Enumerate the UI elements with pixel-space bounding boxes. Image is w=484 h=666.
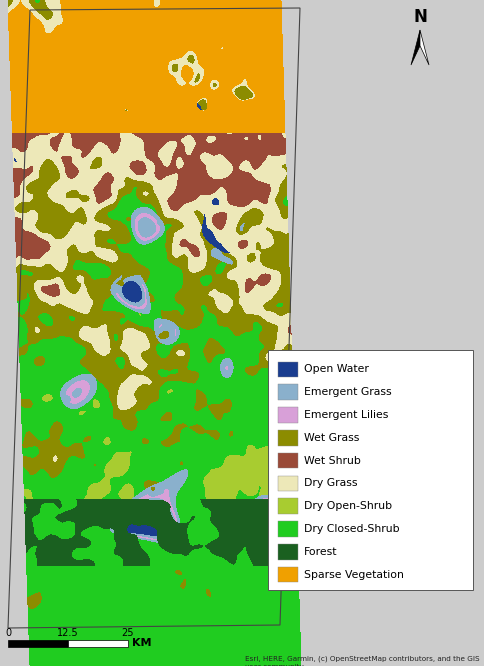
Text: Dry Closed-Shrub: Dry Closed-Shrub [304,524,400,534]
Text: KM: KM [132,639,151,649]
Text: Wet Grass: Wet Grass [304,433,360,443]
Polygon shape [0,80,25,250]
Polygon shape [420,30,429,65]
Bar [278,384,298,400]
Bar [278,567,298,582]
Text: Wet Shrub: Wet Shrub [304,456,361,466]
Bar [68,640,128,647]
Polygon shape [0,510,20,666]
Text: Sparse Vegetation: Sparse Vegetation [304,569,404,579]
Bar [278,362,298,377]
Text: Emergent Grass: Emergent Grass [304,387,392,397]
Bar [278,544,298,559]
Polygon shape [0,320,30,480]
Text: 0: 0 [5,628,11,638]
Text: Open Water: Open Water [304,364,369,374]
Polygon shape [411,30,420,65]
Bar [278,430,298,446]
Text: N: N [413,8,427,26]
Bar [278,453,298,468]
Text: Forest: Forest [304,547,337,557]
Bar [278,521,298,537]
Bar [278,476,298,491]
Bar [8,640,68,647]
Bar [278,498,298,514]
Text: Esri, HERE, Garmin, (c) OpenStreetMap contributors, and the GIS
user community: Esri, HERE, Garmin, (c) OpenStreetMap co… [245,656,480,666]
Text: 25: 25 [122,628,134,638]
Text: 12.5: 12.5 [57,628,79,638]
Bar [278,407,298,423]
Polygon shape [310,30,484,500]
Text: Dry Grass: Dry Grass [304,478,358,488]
Text: Emergent Lilies: Emergent Lilies [304,410,388,420]
Bar [268,350,473,590]
Text: Dry Open-Shrub: Dry Open-Shrub [304,501,392,511]
